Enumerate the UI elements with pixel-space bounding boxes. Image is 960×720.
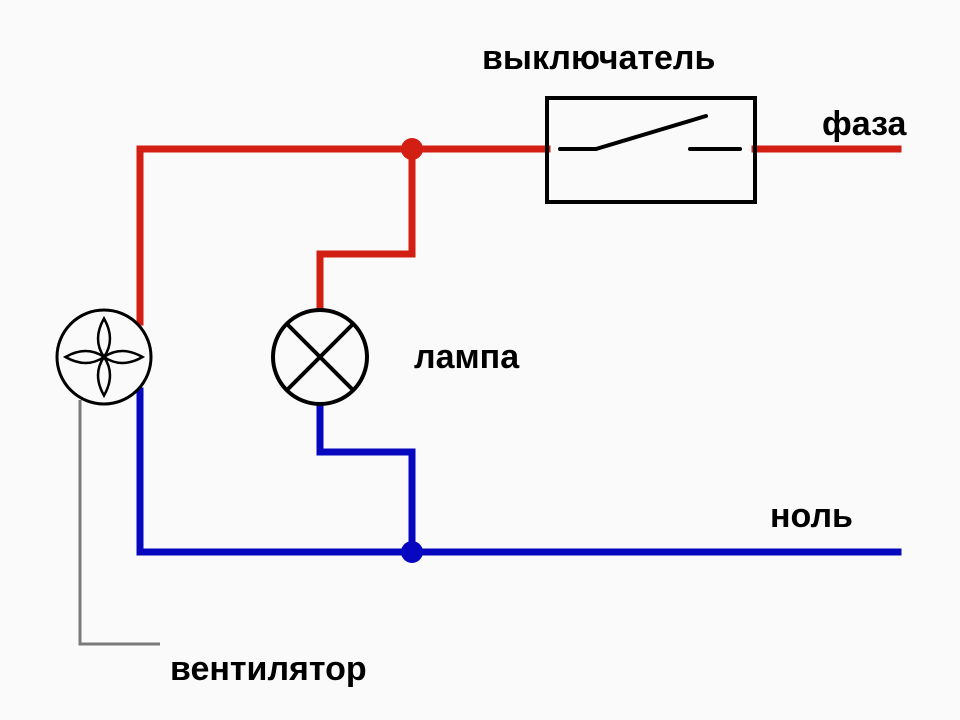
label-phase: фаза — [822, 105, 906, 144]
label-neutral: ноль — [770, 497, 853, 536]
label-lamp: лампа — [414, 338, 519, 377]
junction-phase — [401, 138, 423, 160]
label-fan: вентилятор — [170, 650, 367, 689]
fan-pointer — [80, 400, 160, 644]
junction-neutral — [401, 541, 423, 563]
label-switch: выключатель — [482, 39, 715, 78]
switch-arm — [596, 116, 706, 149]
